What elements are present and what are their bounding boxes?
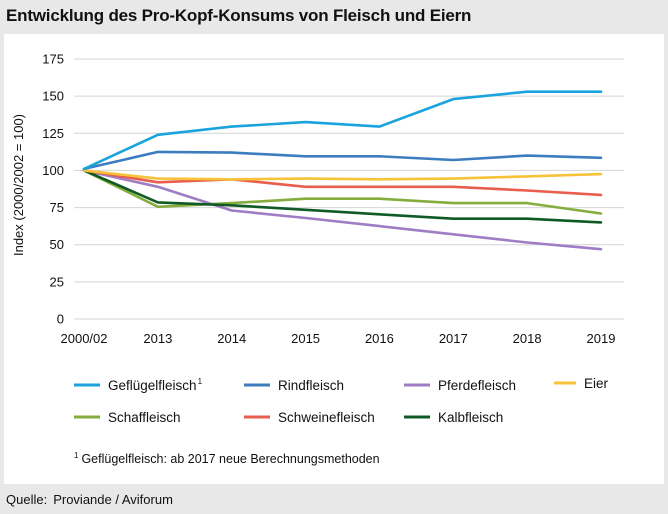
x-tick-2018: 2018	[513, 331, 542, 346]
y-tick-125: 125	[42, 126, 64, 141]
legend: Geflügelfleisch1 Rindfleisch Pferdefleisch…	[74, 376, 609, 425]
legend-label: Rindfleisch	[278, 378, 344, 393]
legend-label: Eier	[584, 376, 609, 391]
y-axis-label: Index (2000/2002 = 100)	[11, 114, 26, 256]
chart-panel: 0 25 50 75 100 125 150 175 2000/02 2013 2014 2015 2…	[4, 34, 664, 484]
footnote-mark: 1	[74, 451, 79, 460]
y-tick-25: 25	[50, 274, 64, 289]
legend-item-schaffleisch: Schaffleisch	[74, 410, 181, 425]
chart-title: Entwicklung des Pro-Kopf-Konsums von Fle…	[6, 6, 472, 25]
series-line-pferdefleisch	[82, 169, 603, 251]
series-line-gefluegelfleisch	[82, 90, 603, 171]
x-tick-2016: 2016	[365, 331, 394, 346]
source-label: Quelle:	[6, 492, 48, 507]
legend-item-eier: Eier	[554, 376, 609, 391]
legend-label: Schweinefleisch	[278, 410, 375, 425]
y-tick-100: 100	[42, 163, 64, 178]
legend-item-schweinefleisch: Schweinefleisch	[244, 410, 375, 425]
x-tick-2019: 2019	[587, 331, 616, 346]
footnote-text: Geflügelfleisch: ab 2017 neue Berechnung…	[81, 452, 379, 466]
x-tick-2017: 2017	[439, 331, 468, 346]
x-tick-2014: 2014	[217, 331, 246, 346]
legend-item-rindfleisch: Rindfleisch	[244, 378, 344, 393]
gridlines	[74, 58, 624, 320]
series-line-kalbfleisch	[82, 169, 603, 224]
legend-label: Schaffleisch	[108, 410, 181, 425]
y-tick-labels: 0 25 50 75 100 125 150 175	[42, 52, 64, 327]
source-text: Proviande / Aviforum	[53, 492, 173, 507]
y-tick-75: 75	[50, 200, 64, 215]
series-line-schaffleisch	[82, 169, 603, 215]
legend-item-pferdefleisch: Pferdefleisch	[404, 378, 516, 393]
y-tick-0: 0	[57, 312, 64, 327]
series-lines	[82, 90, 603, 251]
legend-label: Pferdefleisch	[438, 378, 516, 393]
legend-item-kalbfleisch: Kalbfleisch	[404, 410, 503, 425]
series-line-eier	[82, 169, 603, 181]
y-tick-150: 150	[42, 89, 64, 104]
footnote: 1 Geflügelfleisch: ab 2017 neue Berechnun…	[74, 451, 380, 466]
series-line-rindfleisch	[82, 150, 603, 171]
x-tick-2015: 2015	[291, 331, 320, 346]
legend-label: Kalbfleisch	[438, 410, 503, 425]
legend-label: Geflügelfleisch1	[108, 377, 203, 393]
y-tick-175: 175	[42, 52, 64, 67]
y-tick-50: 50	[50, 237, 64, 252]
source-line: Quelle: Proviande / Aviforum	[6, 492, 173, 507]
x-tick-2000/02: 2000/02	[61, 331, 108, 346]
series-line-schweinefleisch	[82, 169, 603, 197]
x-tick-labels: 2000/02 2013 2014 2015 2016 2017 2018 2019	[61, 331, 616, 346]
legend-item-gefluegelfleisch: Geflügelfleisch1	[74, 377, 203, 393]
x-tick-2013: 2013	[143, 331, 172, 346]
